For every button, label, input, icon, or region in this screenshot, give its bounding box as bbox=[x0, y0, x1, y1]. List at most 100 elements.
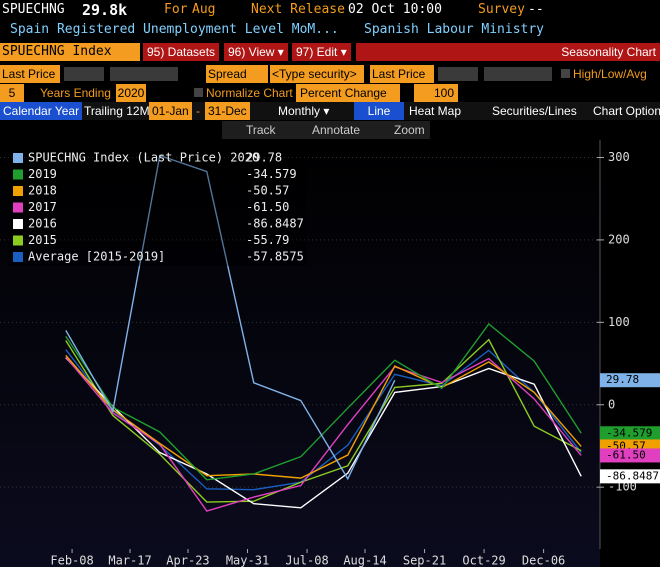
legend-name: SPUECHNG Index (Last Price) 2020 bbox=[28, 151, 259, 165]
legend-name: 2019 bbox=[28, 167, 57, 181]
x-tick-label: Apr-23 bbox=[166, 554, 209, 567]
tag-box bbox=[600, 448, 660, 463]
for-label: For bbox=[164, 2, 188, 17]
edit-button[interactable]: 97) Edit ▾ bbox=[292, 43, 351, 61]
chart-options-button[interactable]: Chart Options bbox=[593, 104, 660, 118]
normalize-label: Normalize Chart bbox=[206, 86, 293, 100]
date-dash: - bbox=[196, 104, 200, 118]
legend-swatch bbox=[13, 235, 23, 246]
security-box[interactable]: SPUECHNG Index bbox=[0, 43, 140, 61]
dropdown[interactable] bbox=[64, 67, 104, 81]
last-value-tag: -86.8487 bbox=[600, 469, 660, 484]
tag-label: -34.579 bbox=[606, 426, 652, 439]
base-input[interactable]: 100 bbox=[414, 84, 458, 102]
y-tick-label: 100 bbox=[608, 315, 630, 329]
source: Spanish Labour Ministry bbox=[364, 22, 545, 37]
zoom-button[interactable]: Zoom bbox=[394, 123, 425, 137]
series-line bbox=[65, 356, 582, 512]
legend-value: -57.8575 bbox=[246, 250, 304, 264]
view-button[interactable]: 96) View ▾ bbox=[224, 43, 288, 61]
checkbox[interactable] bbox=[561, 69, 570, 78]
next-release-value: 02 Oct 10:00 bbox=[348, 2, 442, 17]
legend-swatch bbox=[13, 252, 23, 262]
field-dropdown[interactable]: Last Price bbox=[370, 65, 434, 83]
legend-value: -34.579 bbox=[246, 167, 297, 181]
dropdown[interactable] bbox=[110, 67, 178, 81]
next-release-label: Next Release bbox=[251, 2, 345, 17]
ticker: SPUECHNG bbox=[2, 2, 65, 17]
trailing-tab[interactable]: Trailing 12M bbox=[84, 104, 150, 118]
x-tick-label: Feb-08 bbox=[50, 554, 93, 567]
series-line bbox=[65, 354, 582, 479]
plot-background bbox=[0, 140, 600, 567]
x-tick-label: Aug-14 bbox=[343, 554, 386, 567]
last-value-tag: -34.579 bbox=[600, 426, 660, 441]
for-value: Aug bbox=[192, 2, 216, 17]
years-label: Years Ending bbox=[40, 86, 111, 100]
last-value: 29.8k bbox=[82, 1, 128, 19]
series-line bbox=[65, 154, 396, 481]
years-input[interactable]: 5 bbox=[0, 84, 24, 102]
survey-value: -- bbox=[528, 2, 544, 17]
legend-swatch bbox=[13, 186, 23, 196]
x-tick-label: Sep-21 bbox=[403, 554, 446, 567]
start-date[interactable]: 01-Jan bbox=[149, 102, 192, 120]
spread-dropdown[interactable]: Spread bbox=[206, 65, 268, 83]
x-tick-label: Dec-06 bbox=[522, 554, 565, 567]
legend-name: 2016 bbox=[28, 217, 57, 231]
dropdown[interactable] bbox=[484, 67, 552, 81]
security-input[interactable]: <Type security> bbox=[270, 65, 364, 83]
legend-swatch bbox=[13, 169, 23, 180]
legend-value: -50.57 bbox=[246, 184, 289, 198]
frequency-dropdown[interactable]: Monthly ▾ bbox=[278, 104, 330, 118]
field-dropdown[interactable]: Last Price bbox=[0, 65, 60, 83]
legend-value: -55.79 bbox=[246, 233, 289, 247]
series-line bbox=[65, 322, 582, 481]
x-tick-label: May-31 bbox=[226, 554, 269, 567]
securities-button[interactable]: Securities/Lines bbox=[492, 104, 577, 118]
line-tab[interactable]: Line bbox=[354, 102, 404, 120]
x-tick-label: Oct-29 bbox=[462, 554, 505, 567]
description: Spain Registered Unemployment Level MoM.… bbox=[10, 22, 339, 37]
last-value-tag: -61.50 bbox=[600, 448, 660, 463]
heatmap-tab[interactable]: Heat Map bbox=[409, 104, 462, 118]
legend-name: Average [2015-2019] bbox=[28, 250, 165, 264]
mode-dropdown[interactable]: Percent Change bbox=[296, 84, 400, 102]
period-row: Calendar Year Trailing 12M 01-Jan - 31-D… bbox=[0, 102, 660, 120]
fields-row: Last Price Spread <Type security> Last P… bbox=[0, 64, 660, 83]
high-low-avg: High/Low/Avg bbox=[573, 67, 647, 81]
legend-name: 2017 bbox=[28, 200, 57, 214]
track-button[interactable]: Track bbox=[246, 123, 276, 137]
function-title: Seasonality Chart bbox=[356, 43, 660, 61]
checkbox[interactable] bbox=[194, 88, 203, 97]
legend-swatch bbox=[13, 153, 23, 163]
calendar-year-tab[interactable]: Calendar Year bbox=[0, 102, 83, 120]
tag-label: -86.8487 bbox=[606, 469, 659, 482]
legend-value: -61.50 bbox=[246, 200, 289, 214]
dropdown[interactable] bbox=[438, 67, 478, 81]
legend-value: -86.8487 bbox=[246, 217, 304, 231]
tools-bar: Track Annotate Zoom bbox=[222, 121, 430, 139]
tag-box bbox=[600, 426, 660, 441]
series-line bbox=[65, 338, 582, 503]
end-date[interactable]: 31-Dec bbox=[205, 102, 250, 120]
legend-name: 2015 bbox=[28, 233, 57, 247]
last-value-tag: 29.78 bbox=[600, 373, 660, 388]
tag-label: -61.50 bbox=[606, 448, 646, 461]
x-tick-label: Mar-17 bbox=[108, 554, 151, 567]
y-tick-label: 200 bbox=[608, 232, 630, 246]
datasets-button[interactable]: 95) Datasets bbox=[143, 43, 220, 61]
annotate-button[interactable]: Annotate bbox=[312, 123, 361, 137]
legend-swatch bbox=[13, 202, 23, 213]
survey-label: Survey bbox=[478, 2, 525, 17]
end-year-input[interactable]: 2020 bbox=[116, 84, 146, 102]
legend-name: 2018 bbox=[28, 184, 57, 198]
series-line bbox=[65, 357, 582, 509]
tag-label: 29.78 bbox=[606, 373, 639, 386]
legend-value: 29.78 bbox=[246, 151, 282, 165]
legend-box bbox=[8, 148, 306, 266]
y-tick-label: 0 bbox=[608, 397, 615, 411]
y-tick-label: 300 bbox=[608, 150, 630, 164]
